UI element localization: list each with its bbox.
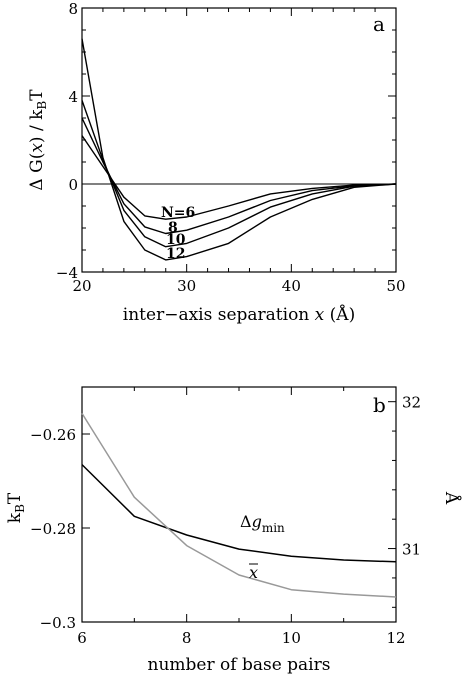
panel-b-frame bbox=[81, 386, 397, 623]
b-ytick-right-label: 31 bbox=[402, 541, 421, 559]
panel-b-ticks bbox=[81, 387, 397, 623]
panel-a-ticks bbox=[81, 7, 397, 273]
b-ytick-left-label: −0.26 bbox=[30, 426, 76, 444]
panel-b-x-axis-label: number of base pairs bbox=[148, 655, 331, 675]
a-series-line-3 bbox=[81, 38, 397, 261]
panel-a: 20 30 40 50 −4 0 4 8 a N=6 8 10 12 inter−axis s… bbox=[27, 0, 406, 325]
panel-b-letter: b bbox=[373, 393, 386, 417]
a-series-line-1 bbox=[81, 117, 397, 235]
panel-a-letter: a bbox=[373, 12, 385, 36]
series-label-8: 8 bbox=[168, 220, 178, 236]
panel-a-y-axis-label: Δ G(x) / kBT bbox=[27, 89, 49, 191]
a-xtick-label: 20 bbox=[72, 277, 91, 295]
a-ytick-label: 4 bbox=[68, 88, 78, 106]
a-ytick-label: 0 bbox=[68, 176, 78, 194]
a-ytick-label: 8 bbox=[68, 0, 78, 18]
series-label-10: 10 bbox=[166, 232, 186, 248]
a-series-line-2 bbox=[81, 100, 397, 248]
a-xtick-label: 50 bbox=[386, 277, 405, 295]
series-label-n6: N=6 bbox=[161, 205, 195, 221]
panel-a-frame bbox=[81, 7, 397, 273]
b-xtick-label: 12 bbox=[386, 629, 405, 647]
panel-b-series bbox=[81, 413, 397, 598]
a-xtick-label: 30 bbox=[177, 277, 196, 295]
a-ytick-label: −4 bbox=[56, 264, 78, 282]
b-ytick-left-label: −0.28 bbox=[30, 520, 76, 538]
b-xtick-label: 6 bbox=[77, 629, 87, 647]
panel-b-right-axis-label: Å bbox=[441, 491, 462, 505]
series-label-xbar: x bbox=[249, 563, 258, 582]
b-ytick-left-label: −0.3 bbox=[40, 614, 76, 632]
b-series-line-1 bbox=[81, 413, 397, 598]
panel-b: 6 8 10 12 −0.3 −0.28 −0.26 31 32 b Δgmin x numbe… bbox=[5, 386, 462, 675]
b-xtick-label: 10 bbox=[282, 629, 301, 647]
b-xtick-label: 8 bbox=[182, 629, 192, 647]
a-series-line-0 bbox=[81, 135, 397, 220]
panel-a-series bbox=[81, 38, 397, 261]
panel-b-tick-labels: 6 8 10 12 −0.3 −0.28 −0.26 31 32 bbox=[30, 394, 421, 647]
series-label-12: 12 bbox=[166, 246, 185, 262]
b-ytick-right-label: 32 bbox=[402, 394, 421, 412]
b-series-line-0 bbox=[81, 464, 397, 563]
panel-b-left-axis-label: kBT bbox=[5, 492, 27, 523]
panel-a-x-axis-label: inter−axis separation x (Å) bbox=[123, 304, 355, 325]
series-label-dg-min: Δgmin bbox=[240, 512, 285, 535]
panel-a-tick-labels: 20 30 40 50 −4 0 4 8 bbox=[56, 0, 406, 295]
a-xtick-label: 40 bbox=[282, 277, 301, 295]
